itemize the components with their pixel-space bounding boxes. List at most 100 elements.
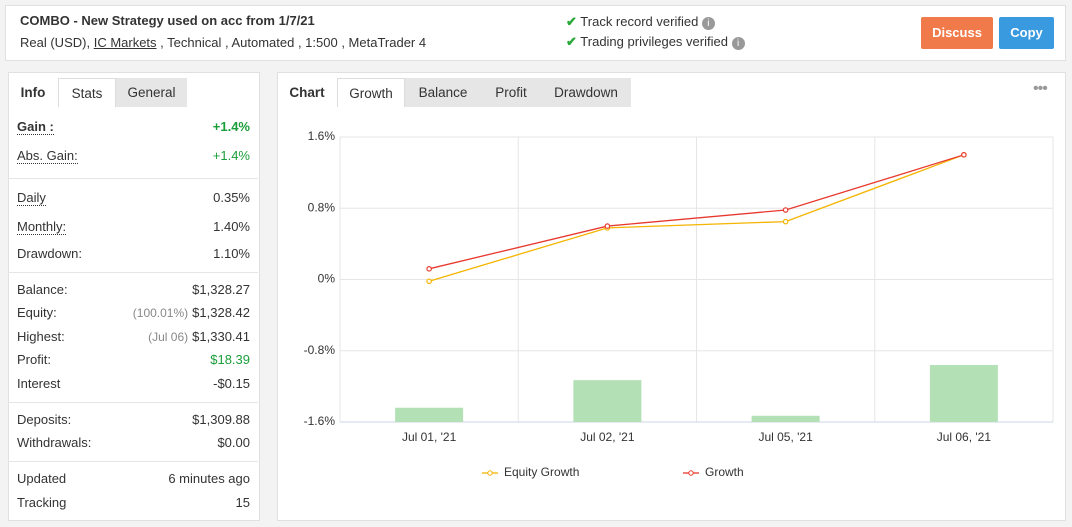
- stat-label: Gain :: [17, 119, 54, 135]
- stat-value: (100.01%) $1,328.42: [133, 305, 250, 320]
- point: [426, 266, 432, 272]
- stat-label: Deposits:: [17, 412, 72, 427]
- stat-row: Interest -$0.15: [17, 376, 250, 391]
- point: [426, 278, 432, 285]
- chart-panel: [277, 72, 1066, 521]
- legend-marker: [487, 470, 493, 476]
- tab[interactable]: Balance: [405, 78, 481, 107]
- stat-value: 1.40%: [213, 219, 250, 234]
- stat-value: $1,328.27: [192, 282, 250, 297]
- stat-row: Abs. Gain: +1.4%: [17, 148, 250, 164]
- stat-label: Withdrawals:: [17, 435, 92, 450]
- y-tick-label: 1.6%: [308, 129, 336, 143]
- y-tick-label: 0%: [318, 272, 336, 286]
- stat-value-text: 6 minutes ago: [168, 471, 250, 486]
- menu-icon[interactable]: •••: [1033, 80, 1048, 97]
- stat-label: Monthly:: [17, 219, 67, 235]
- line: [428, 154, 965, 270]
- stat-label: Tracking: [17, 495, 67, 510]
- stat-value: +1.4%: [213, 119, 250, 134]
- stat-note: (Jul 06): [148, 330, 189, 344]
- stat-row: Tracking 15: [17, 495, 250, 510]
- stat-value-text: $18.39: [210, 352, 250, 367]
- bar: [751, 415, 820, 422]
- stat-label: Profit:: [17, 352, 51, 367]
- stat-row: Daily 0.35%: [17, 190, 250, 206]
- bar: [929, 365, 998, 422]
- legend-label: Equity Growth: [504, 465, 579, 479]
- y-tick-label: 0.8%: [308, 200, 336, 214]
- stat-value: 0.35%: [213, 190, 250, 205]
- verified-text: Track record verified: [580, 14, 699, 29]
- stat-value: $1,309.88: [192, 412, 250, 427]
- stats-panel: [8, 72, 260, 521]
- stat-value: +1.4%: [213, 148, 250, 163]
- stat-row: Withdrawals: $0.00: [17, 435, 250, 450]
- bar: [573, 380, 642, 422]
- point: [782, 218, 789, 225]
- verified: ✔ Track record verified i: [566, 14, 715, 30]
- tab[interactable]: Drawdown: [541, 78, 631, 107]
- tab[interactable]: Profit: [481, 78, 541, 107]
- stat-value-text: 1.10%: [213, 246, 250, 261]
- tab[interactable]: General: [116, 78, 187, 107]
- stat-row: Profit: $18.39: [17, 352, 250, 367]
- stat-value-text: 1.40%: [213, 219, 250, 234]
- line: [428, 154, 965, 282]
- tab[interactable]: Chart: [289, 85, 325, 100]
- stat-row: Balance: $1,328.27: [17, 282, 250, 297]
- stat-row: Gain : +1.4%: [17, 119, 250, 135]
- verified: ✔ Trading privileges verified i: [566, 34, 745, 50]
- subtitle: Real (USD), IC Markets , Technical , Aut…: [20, 35, 426, 50]
- separator: [8, 461, 258, 462]
- stat-row: Highest: (Jul 06) $1,330.41: [17, 329, 250, 344]
- broker-link[interactable]: IC Markets: [93, 35, 157, 50]
- stat-note: (100.01%): [132, 306, 189, 320]
- stat-value-text: +1.4%: [212, 119, 250, 134]
- separator: [8, 272, 258, 273]
- discuss-button[interactable]: Discuss: [921, 17, 993, 49]
- header: [5, 5, 1066, 61]
- stat-value-text: 0.35%: [213, 190, 250, 205]
- stat-label: Highest:: [17, 329, 65, 344]
- stat-value: 1.10%: [213, 246, 250, 261]
- legend-marker: [688, 470, 694, 476]
- y-tick-label: -1.6%: [304, 414, 336, 428]
- tab[interactable]: Growth: [337, 78, 405, 107]
- stat-value-text: -$0.15: [213, 376, 250, 391]
- stat-row: Updated 6 minutes ago: [17, 471, 250, 486]
- stat-value: 15: [236, 495, 250, 510]
- stat-value-text: $1,330.41: [192, 329, 250, 344]
- x-tick-label: Jul 02, '21: [580, 430, 635, 444]
- stat-value: $0.00: [217, 435, 250, 450]
- stat-label: Interest: [17, 376, 61, 391]
- stat-value: (Jul 06) $1,330.41: [148, 329, 250, 344]
- separator: [8, 178, 258, 179]
- stat-label: Daily: [17, 190, 46, 206]
- stat-value-text: 15: [235, 495, 250, 510]
- title: COMBO - New Strategy used on acc from 1/…: [20, 13, 315, 28]
- tab[interactable]: Stats: [58, 78, 116, 107]
- verified-text: Trading privileges verified: [580, 34, 728, 49]
- stat-value: $18.39: [210, 352, 250, 367]
- copy-button[interactable]: Copy: [999, 17, 1054, 49]
- details: , Technical , Automated , 1:500 , MetaTr…: [160, 35, 427, 50]
- x-tick-label: Jul 06, '21: [937, 430, 992, 444]
- tab[interactable]: Info: [20, 85, 46, 100]
- stat-value: 6 minutes ago: [168, 471, 250, 486]
- stat-label: Abs. Gain:: [17, 148, 78, 164]
- stat-row: Equity: (100.01%) $1,328.42: [17, 305, 250, 320]
- stat-value-text: $1,309.88: [192, 412, 250, 427]
- account: Real (USD),: [20, 35, 91, 50]
- separator: [8, 402, 258, 403]
- stat-row: Monthly: 1.40%: [17, 219, 250, 235]
- point: [961, 152, 967, 158]
- stat-label: Updated: [17, 471, 67, 486]
- stat-value-text: $1,328.42: [192, 305, 250, 320]
- point: [604, 223, 611, 229]
- x-tick-label: Jul 01, '21: [402, 430, 457, 444]
- stat-value-text: +1.4%: [212, 148, 250, 163]
- stat-label: Balance:: [17, 282, 68, 297]
